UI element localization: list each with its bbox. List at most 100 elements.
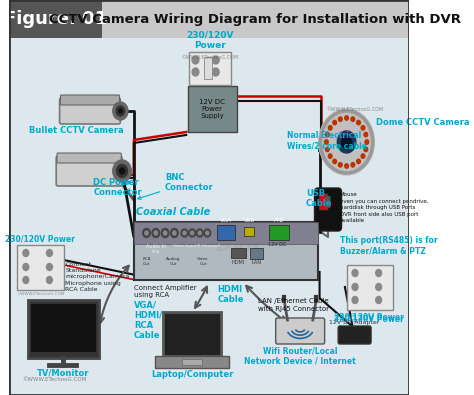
FancyBboxPatch shape [9,38,409,395]
Circle shape [206,231,209,235]
Text: Normal Electrical
Wires/2 core cable: Normal Electrical Wires/2 core cable [288,131,367,150]
FancyBboxPatch shape [204,57,212,79]
Circle shape [351,117,355,121]
Circle shape [192,56,199,64]
Circle shape [204,229,210,237]
Circle shape [113,102,128,120]
Text: RCA
Out: RCA Out [142,257,151,265]
Text: ©WWW.ETechnoG.COM: ©WWW.ETechnoG.COM [327,107,383,112]
FancyBboxPatch shape [134,222,318,280]
Circle shape [365,140,369,144]
FancyBboxPatch shape [57,153,121,163]
Circle shape [192,68,199,76]
Circle shape [183,231,186,235]
FancyBboxPatch shape [56,156,122,186]
Text: VGA/
HDMI/
RCA
Cable: VGA/ HDMI/ RCA Cable [134,300,162,340]
Text: 12V DC Adapter: 12V DC Adapter [329,320,379,325]
Text: Audiog
Out: Audiog Out [166,257,181,265]
Circle shape [113,160,131,182]
Text: 230/120V Power: 230/120V Power [335,313,404,322]
Circle shape [356,159,360,164]
Text: 230/120V Power: 230/120V Power [5,234,75,243]
Text: HDMI
Cable: HDMI Cable [218,285,244,305]
Text: BNC
Connector: BNC Connector [138,173,214,199]
FancyBboxPatch shape [346,265,393,310]
Text: Coaxial Cable: Coaxial Cable [137,207,210,217]
Circle shape [352,284,358,290]
Circle shape [212,56,219,64]
FancyBboxPatch shape [9,0,102,38]
Circle shape [352,269,358,276]
Circle shape [198,231,201,235]
Text: CCTV Camera Wiring Diagram for Installation with DVR: CCTV Camera Wiring Diagram for Installat… [49,13,461,26]
Text: USB: USB [243,218,254,223]
Circle shape [173,231,176,235]
Text: HDMI: HDMI [232,260,245,265]
Circle shape [356,120,360,125]
Circle shape [46,250,53,256]
FancyBboxPatch shape [244,227,254,236]
Circle shape [351,163,355,167]
Text: Video
Out: Video Out [197,257,209,265]
Circle shape [46,263,53,271]
FancyBboxPatch shape [276,318,325,344]
Circle shape [161,228,169,237]
FancyBboxPatch shape [60,98,120,124]
Circle shape [152,228,160,237]
Circle shape [352,297,358,303]
Text: DVR: DVR [215,235,262,254]
FancyBboxPatch shape [102,0,409,38]
Text: RCA: RCA [152,250,160,254]
FancyBboxPatch shape [155,356,229,368]
Circle shape [23,250,29,256]
FancyBboxPatch shape [269,225,289,240]
FancyBboxPatch shape [60,95,119,105]
Circle shape [342,136,352,148]
Circle shape [46,276,53,284]
Text: Audio In: Audio In [146,244,166,249]
Circle shape [171,228,178,237]
Text: Figure. 01: Figure. 01 [4,10,107,28]
Text: Wifi Router/Local
Network Device / Internet: Wifi Router/Local Network Device / Inter… [244,346,356,365]
Circle shape [119,168,125,174]
Circle shape [376,269,382,276]
Text: TV/Monitor: TV/Monitor [36,368,89,377]
Text: Connect Amplifier
using RCA: Connect Amplifier using RCA [134,285,197,298]
Text: Bullet CCTV Camera: Bullet CCTV Camera [29,126,124,135]
Circle shape [333,159,337,164]
Circle shape [189,229,195,237]
Circle shape [181,229,188,237]
Circle shape [164,231,167,235]
Circle shape [191,231,194,235]
Text: LAN /Ethernet Cable
with RJ45 Connector: LAN /Ethernet Cable with RJ45 Connector [258,298,329,312]
Text: ©WWW.ETechnoG.COM: ©WWW.ETechnoG.COM [181,55,238,60]
Circle shape [345,116,348,120]
Circle shape [337,131,356,153]
Text: ©WWW.ETechnoG.COM: ©WWW.ETechnoG.COM [22,377,87,382]
FancyBboxPatch shape [189,52,231,85]
Circle shape [319,109,374,175]
Text: Video Input(8 Channel): Video Input(8 Channel) [173,244,220,248]
Text: Mouse
even you can connect pendrive,
harddisk through USB Ports
DVR front side a: Mouse even you can connect pendrive, har… [340,192,428,224]
FancyBboxPatch shape [338,326,371,344]
Text: 12V DC
Power
Supply: 12V DC Power Supply [200,99,225,119]
FancyBboxPatch shape [164,312,221,356]
FancyBboxPatch shape [182,359,202,365]
Circle shape [328,154,332,158]
Text: ©WWW.ETechnoG.COM: ©WWW.ETechnoG.COM [16,292,64,296]
FancyBboxPatch shape [134,222,318,244]
Circle shape [361,126,365,130]
Text: This port(RS485) is for
Buzzer/Alarm & PTZ: This port(RS485) is for Buzzer/Alarm & P… [340,236,438,256]
Circle shape [117,164,128,177]
Circle shape [376,297,382,303]
Circle shape [145,231,148,235]
Circle shape [338,163,342,167]
Circle shape [345,164,348,168]
FancyBboxPatch shape [325,196,330,207]
Circle shape [364,147,368,152]
Circle shape [116,106,125,116]
FancyBboxPatch shape [217,225,235,240]
FancyBboxPatch shape [249,248,263,259]
Circle shape [325,140,328,144]
FancyBboxPatch shape [18,245,64,290]
